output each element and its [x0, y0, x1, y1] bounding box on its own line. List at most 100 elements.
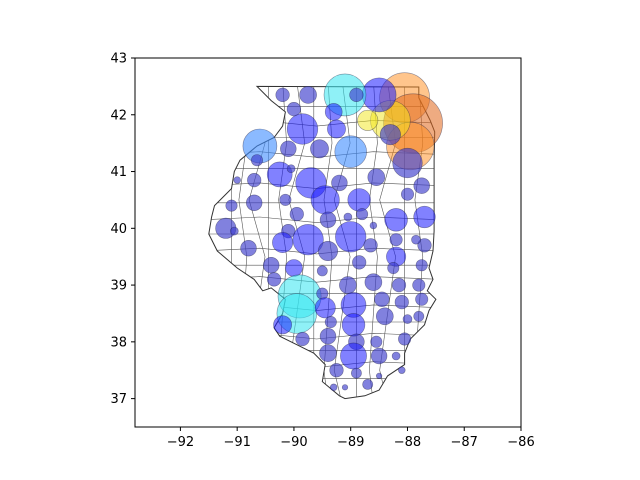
bubble: [225, 199, 238, 212]
bubble: [330, 383, 338, 391]
bubble: [329, 363, 344, 378]
state-outline: [208, 85, 437, 400]
bubble: [352, 255, 367, 270]
bubble: [331, 174, 348, 192]
x-tick-label: −86: [507, 435, 534, 450]
bubble: [292, 224, 324, 256]
bubble: [286, 113, 319, 145]
y-tick-label: 40: [110, 222, 127, 237]
bubble: [314, 297, 336, 319]
bubble: [413, 177, 430, 194]
bubble: [343, 212, 353, 222]
bubble: [402, 314, 413, 324]
bubble: [273, 315, 293, 335]
bubble: [310, 185, 340, 215]
bubble: [319, 344, 337, 363]
bubble: [376, 372, 383, 380]
bubble: [375, 307, 394, 326]
bubble: [280, 140, 297, 158]
x-tick-label: −87: [451, 435, 478, 450]
bubbles-layer: [215, 72, 443, 391]
bubble: [384, 208, 408, 232]
y-tick-label: 41: [110, 165, 127, 180]
bubble: [394, 295, 409, 310]
bubble: [411, 234, 421, 245]
bubble: [233, 176, 241, 184]
bubble: [370, 347, 388, 365]
bubble: [340, 342, 367, 370]
county-line: [208, 276, 436, 283]
bubble: [335, 221, 367, 253]
bubble: [413, 310, 425, 322]
bubble: [367, 168, 386, 186]
bubble: [369, 221, 378, 230]
bubble: [392, 147, 423, 179]
y-tick-label: 37: [110, 392, 127, 407]
bubble: [299, 86, 317, 104]
bubble: [361, 77, 397, 113]
bubble: [364, 273, 383, 292]
bubble: [417, 238, 432, 253]
bubble: [266, 161, 293, 188]
bubble: [363, 238, 378, 253]
x-tick-label: −88: [394, 435, 421, 450]
bubble: [379, 124, 401, 146]
bubble: [350, 367, 362, 379]
bubble: [275, 87, 290, 102]
bubble: [341, 313, 366, 337]
y-axis: 37 38 39 40 41 42 43: [110, 52, 135, 407]
bubble: [246, 194, 263, 212]
x-tick-label: −92: [167, 435, 194, 450]
bubble: [295, 331, 310, 347]
bubble: [272, 232, 294, 254]
county-line: [369, 86, 378, 399]
y-tick-label: 43: [110, 52, 127, 67]
bubble: [400, 187, 414, 201]
x-tick-label: −89: [337, 435, 364, 450]
bubble: [324, 315, 337, 328]
bubble: [341, 384, 349, 391]
x-axis: −92 −91 −90 −89 −88 −87 −86: [167, 427, 535, 450]
bubble: [357, 109, 379, 131]
y-tick-label: 38: [110, 335, 127, 350]
bubble: [374, 291, 390, 307]
bubble: [327, 119, 346, 139]
bubble: [319, 211, 337, 229]
bubble: [412, 278, 426, 292]
bubble: [391, 278, 407, 293]
x-tick-label: −91: [223, 435, 250, 450]
bubble: [391, 351, 401, 361]
bubble: [398, 366, 406, 374]
bubble: [251, 154, 264, 167]
county-line: [208, 361, 436, 368]
bubble: [347, 188, 371, 212]
bubble: [370, 335, 383, 348]
bubble: [247, 173, 262, 188]
bubble: [310, 139, 329, 159]
bubble: [285, 259, 303, 277]
bubble: [286, 164, 296, 173]
y-tick-label: 39: [110, 279, 127, 294]
bubble: [349, 87, 364, 102]
bubble: [316, 265, 328, 277]
axes-frame: [134, 57, 522, 428]
bubble: [317, 241, 338, 262]
bubble: [339, 276, 357, 294]
bubble: [286, 101, 302, 117]
bubble: [334, 135, 367, 168]
bubble: [324, 103, 343, 121]
bubble: [398, 332, 412, 346]
bubble: [415, 259, 428, 272]
bubble: [362, 378, 374, 390]
bubble: [289, 207, 304, 222]
bubble: [319, 328, 337, 345]
x-tick-label: −90: [280, 435, 307, 450]
bubble: [413, 205, 436, 229]
plot-area: [208, 72, 443, 400]
bubble: [230, 226, 239, 236]
bubble: [387, 261, 400, 274]
bubble: [279, 193, 292, 206]
bubble: [240, 240, 257, 257]
y-tick-label: 42: [110, 108, 127, 123]
